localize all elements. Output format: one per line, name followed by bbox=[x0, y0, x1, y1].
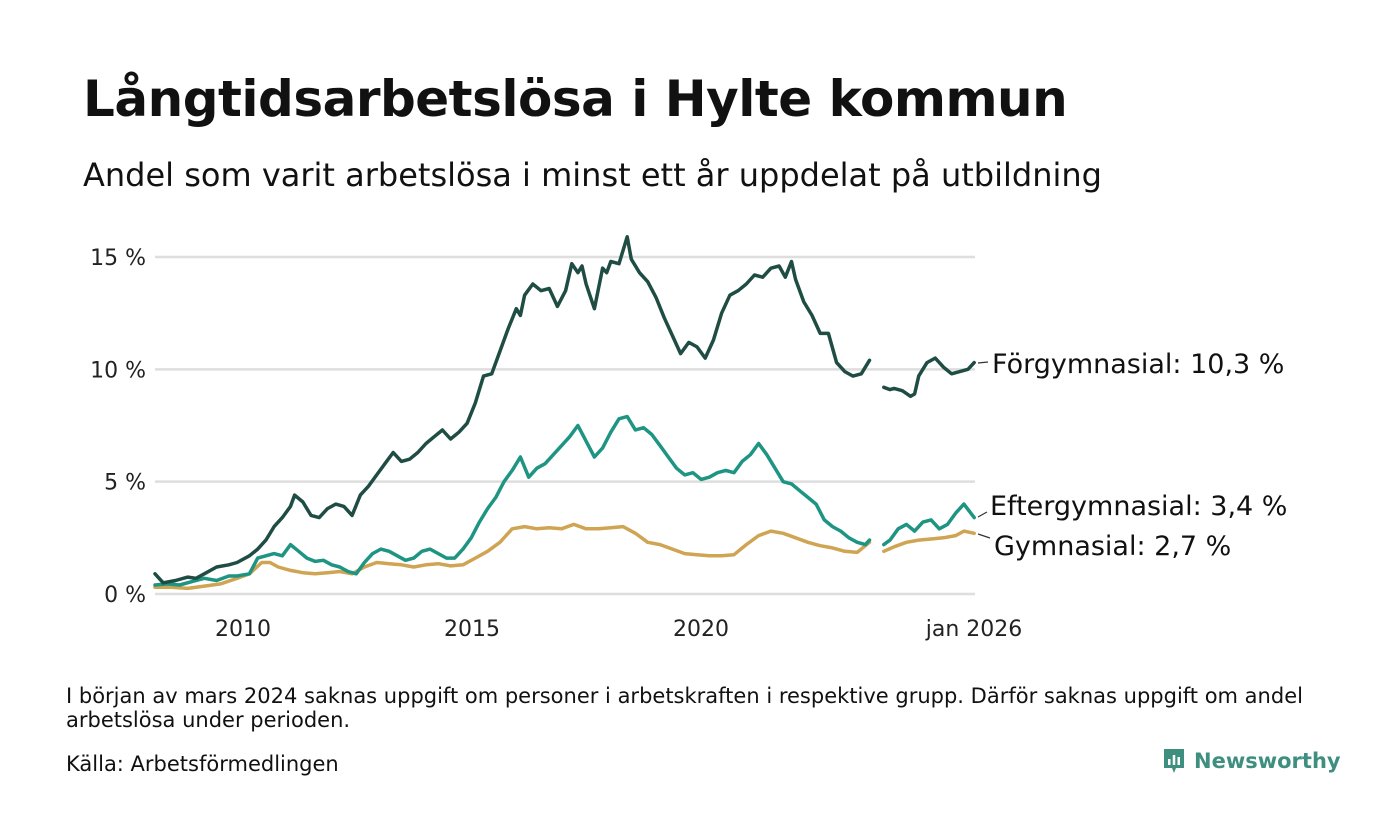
series-line-förgymnasial bbox=[153, 235, 872, 585]
series-label-gymnasial: Gymnasial: 2,7 % bbox=[994, 531, 1231, 562]
y-tick-label: 10 % bbox=[90, 358, 146, 383]
line-chart: 0 % 5 % 10 % 15 % 2010 2015 2020 jan 2026 Förgym… bbox=[90, 235, 1287, 642]
series-line-gymnasial bbox=[153, 522, 872, 591]
brand-name: Newsworthy bbox=[1194, 749, 1341, 773]
series-label-förgymnasial: Förgymnasial: 10,3 % bbox=[992, 349, 1284, 380]
bar-chart-icon bbox=[1164, 749, 1184, 773]
x-tick-label: jan 2026 bbox=[925, 617, 1023, 642]
x-tick-label: 2010 bbox=[215, 617, 271, 642]
y-tick-label: 15 % bbox=[90, 246, 146, 271]
label-leader-line bbox=[977, 511, 988, 518]
series-line-gymnasial-after-gap bbox=[882, 529, 976, 554]
x-tick-label: 2020 bbox=[673, 617, 729, 642]
series-line-eftergymnasial-after-gap bbox=[882, 502, 976, 547]
newsworthy-logo[interactable]: Newsworthy bbox=[1162, 747, 1341, 775]
footnote: I början av mars 2024 saknas uppgift om … bbox=[66, 684, 1303, 732]
label-leader-line bbox=[977, 533, 991, 539]
chart-subtitle: Andel som varit arbetslösa i minst ett å… bbox=[83, 156, 1102, 194]
source-label: Källa: Arbetsförmedlingen bbox=[66, 752, 339, 776]
y-tick-label: 5 % bbox=[104, 471, 146, 496]
series-label-eftergymnasial: Eftergymnasial: 3,4 % bbox=[990, 491, 1287, 522]
chart-title: Långtidsarbetslösa i Hylte kommun bbox=[83, 70, 1068, 128]
series-line-förgymnasial-after-gap bbox=[882, 356, 976, 399]
x-tick-label: 2015 bbox=[444, 617, 500, 642]
y-tick-label: 0 % bbox=[104, 583, 146, 608]
label-leader-line bbox=[977, 361, 989, 364]
series-line-eftergymnasial bbox=[153, 414, 872, 587]
